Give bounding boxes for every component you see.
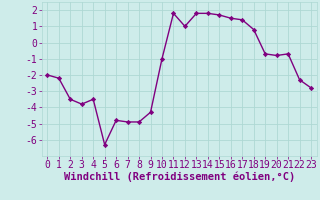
X-axis label: Windchill (Refroidissement éolien,°C): Windchill (Refroidissement éolien,°C) bbox=[64, 172, 295, 182]
